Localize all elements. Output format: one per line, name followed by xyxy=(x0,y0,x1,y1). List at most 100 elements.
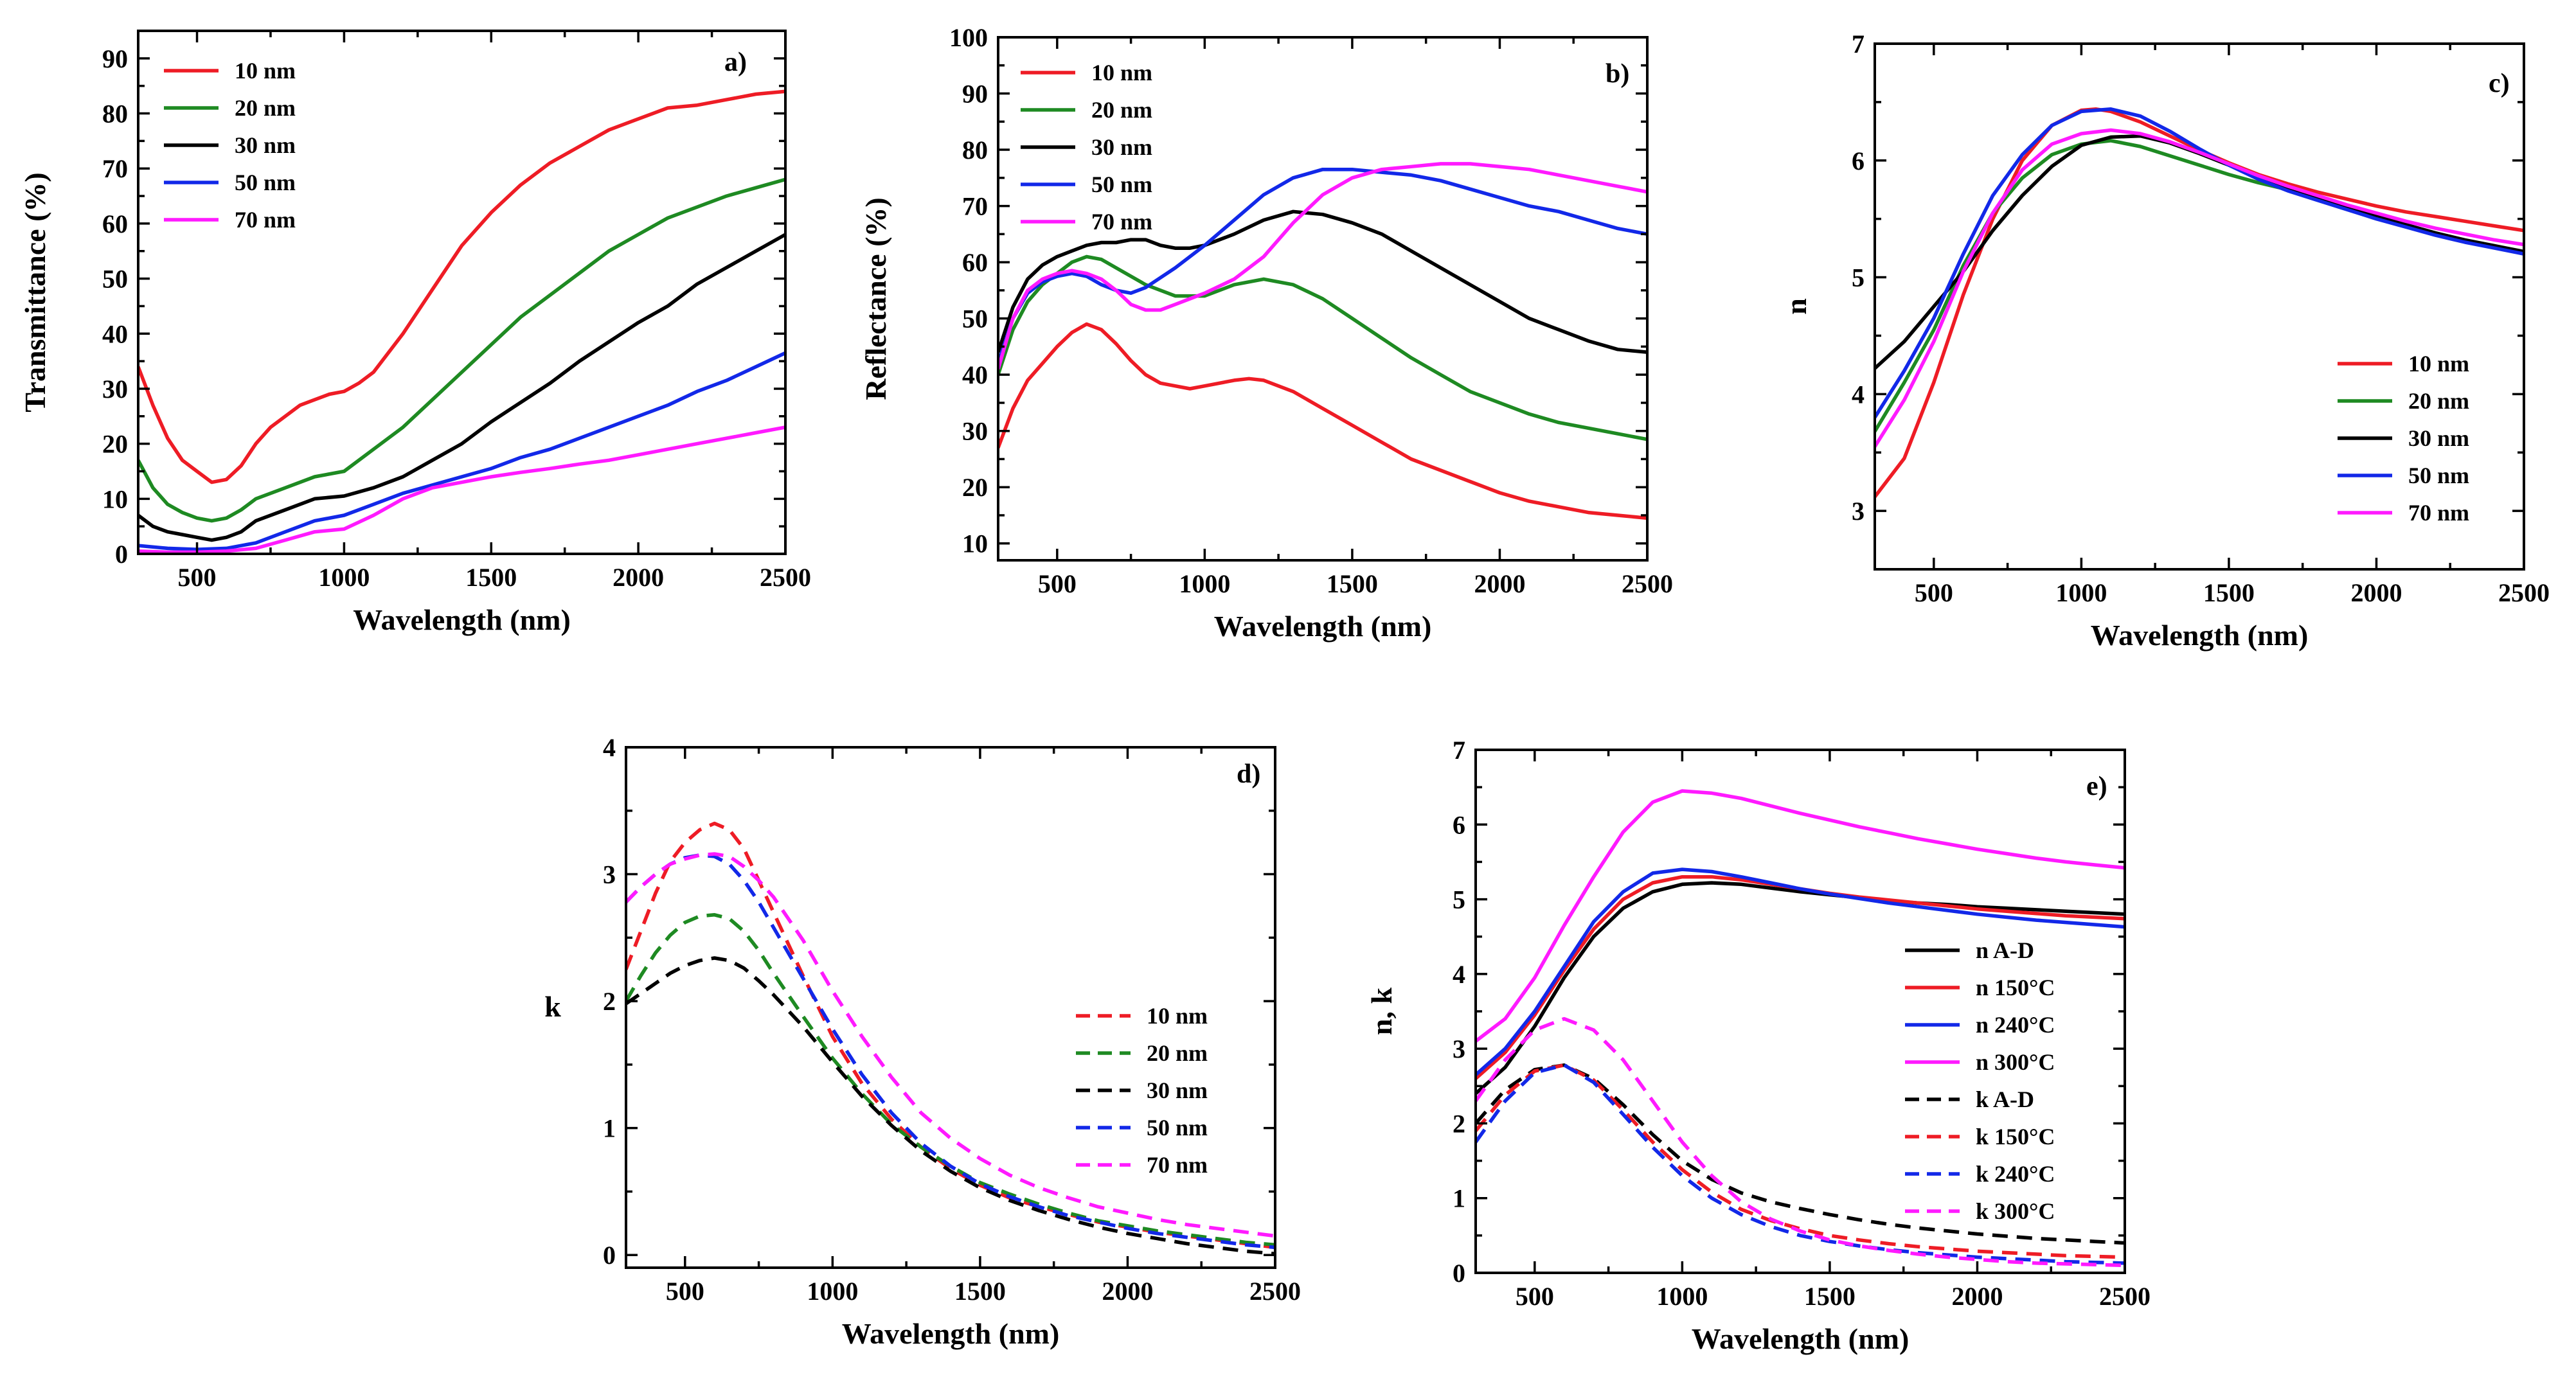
series-line-70-nm xyxy=(138,425,785,554)
series-line-20-nm xyxy=(138,177,785,523)
legend: n A-D n 150°C n 240°C n 300°C k A-D k 150°C k … xyxy=(1905,937,2055,1224)
y-tick-label: 30 xyxy=(962,417,988,446)
y-tick-label: 1 xyxy=(1453,1184,1465,1213)
y-tick-label: 7 xyxy=(1852,30,1865,58)
legend-entry-label: 20 nm xyxy=(1091,97,1152,123)
y-tick-label: 20 xyxy=(102,430,128,459)
chart-panel-d: 500 1000 1500 2000 2500 0 1 2 3 4 Wavelength (nm) k… xyxy=(544,733,1301,1350)
series-line-10-nm xyxy=(138,89,785,484)
x-tick-label: 2500 xyxy=(2099,1282,2151,1311)
y-tick-label: 80 xyxy=(962,136,988,164)
y-axis-label: k xyxy=(544,990,561,1023)
y-axis-label: n xyxy=(1780,298,1812,315)
legend-entry-label: 30 nm xyxy=(1147,1078,1208,1103)
y-tick-label: 10 xyxy=(962,529,988,558)
x-tick-label: 2500 xyxy=(1249,1277,1301,1306)
y-tick-label: 40 xyxy=(102,319,128,348)
legend-entry-label: k 300°C xyxy=(1976,1198,2055,1224)
legend-entry-label: 20 nm xyxy=(2408,388,2469,414)
legend: 10 nm 20 nm 30 nm 50 nm 70 nm xyxy=(1021,60,1152,235)
plot-frame xyxy=(137,30,787,555)
series-line-10-nm xyxy=(998,322,1647,520)
series-line-70-nm xyxy=(1875,128,2524,448)
x-tick-label: 500 xyxy=(666,1277,704,1306)
y-tick-label: 30 xyxy=(102,375,128,404)
x-tick-label: 1000 xyxy=(807,1277,858,1306)
legend-entry-label: n 240°C xyxy=(1976,1012,2055,1038)
y-tick-label: 90 xyxy=(102,44,128,73)
legend-entry-label: 30 nm xyxy=(235,132,296,158)
y-tick-label: 3 xyxy=(1453,1034,1465,1063)
x-tick-label: 2500 xyxy=(1622,569,1673,598)
y-tick-label: 70 xyxy=(962,192,988,221)
series-line-k-300-c xyxy=(1476,1016,2125,1268)
legend-entry-label: n A-D xyxy=(1976,937,2034,963)
x-tick-label: 1000 xyxy=(1179,569,1230,598)
series-line-10-nm xyxy=(1875,107,2524,498)
x-tick-label: 1500 xyxy=(1327,569,1378,598)
plot-frame xyxy=(997,36,1649,562)
x-tick-label: 2500 xyxy=(2498,578,2550,607)
y-axis-label: Reflectance (%) xyxy=(859,197,892,400)
chart-panel-e: 500 1000 1500 2000 2500 0 1 2 3 4 5 6 7 Wavelength (n… xyxy=(1365,736,2151,1355)
y-tick-label: 6 xyxy=(1453,810,1465,839)
y-tick-label: 3 xyxy=(1852,497,1865,526)
series-line-n-300-c xyxy=(1476,789,2125,1043)
y-axis-label: Transmittance (%) xyxy=(19,172,51,412)
y-tick-label: 0 xyxy=(115,540,128,569)
legend-entry-label: 50 nm xyxy=(1091,172,1152,197)
series-line-50-nm xyxy=(998,167,1647,364)
x-tick-label: 2000 xyxy=(613,563,664,592)
y-tick-label: 7 xyxy=(1453,736,1465,765)
series-line-30-nm xyxy=(626,956,1275,1256)
legend-entry-label: 20 nm xyxy=(1147,1040,1208,1066)
x-axis-label: Wavelength (nm) xyxy=(353,603,571,636)
y-tick-label: 3 xyxy=(603,860,616,889)
x-tick-label: 500 xyxy=(178,563,217,592)
plot-frame xyxy=(1474,749,2126,1274)
y-tick-label: 6 xyxy=(1852,146,1865,175)
panel-label: c) xyxy=(2489,69,2510,98)
x-tick-label: 1500 xyxy=(1804,1282,1856,1311)
y-tick-label: 10 xyxy=(102,484,128,513)
legend: 10 nm 20 nm 30 nm 50 nm 70 nm xyxy=(164,58,296,233)
legend-entry-label: 50 nm xyxy=(2408,463,2469,488)
series-line-k-150-c xyxy=(1476,1063,2125,1259)
legend: 10 nm 20 nm 30 nm 50 nm 70 nm xyxy=(2338,351,2469,526)
panel-label: e) xyxy=(2086,772,2107,801)
legend-entry-label: 10 nm xyxy=(2408,351,2469,377)
series-line-30-nm xyxy=(138,233,785,542)
x-tick-label: 500 xyxy=(1915,578,1953,607)
y-tick-label: 50 xyxy=(102,265,128,294)
y-axis-label: n, k xyxy=(1365,988,1398,1036)
legend-entry-label: 70 nm xyxy=(1147,1152,1208,1178)
legend-entry-label: 10 nm xyxy=(235,58,296,84)
legend-entry-label: 10 nm xyxy=(1147,1003,1208,1029)
legend: 10 nm 20 nm 30 nm 50 nm 70 nm xyxy=(1076,1003,1208,1178)
legend-entry-label: 10 nm xyxy=(1091,60,1152,85)
series-line-10-nm xyxy=(626,821,1275,1250)
x-axis-label: Wavelength (nm) xyxy=(2091,619,2309,652)
x-tick-label: 1500 xyxy=(954,1277,1006,1306)
x-tick-label: 2000 xyxy=(1474,569,1525,598)
legend-entry-label: n 150°C xyxy=(1976,975,2055,1000)
x-tick-label: 1000 xyxy=(1656,1282,1708,1311)
series-group xyxy=(1476,789,2125,1268)
y-tick-label: 4 xyxy=(603,733,616,762)
series-line-70-nm xyxy=(998,162,1647,370)
series-line-50-nm xyxy=(1875,107,2524,419)
legend-entry-label: 50 nm xyxy=(1147,1115,1208,1140)
series-line-n-a-d xyxy=(1476,881,2125,1095)
x-tick-label: 2000 xyxy=(1951,1282,2003,1311)
y-tick-label: 0 xyxy=(1453,1259,1465,1288)
x-axis-label: Wavelength (nm) xyxy=(842,1317,1060,1350)
x-tick-label: 500 xyxy=(1516,1282,1554,1311)
series-group xyxy=(998,162,1647,520)
y-tick-label: 2 xyxy=(603,987,616,1016)
y-tick-label: 80 xyxy=(102,100,128,129)
y-tick-label: 100 xyxy=(949,23,988,52)
y-tick-label: 0 xyxy=(603,1241,616,1270)
legend-entry-label: 70 nm xyxy=(2408,500,2469,526)
chart-panel-a: 500 1000 1500 2000 2500 0 10 20 30 40 50 60 70 80 90 Wa… xyxy=(19,30,811,636)
x-tick-label: 2000 xyxy=(2350,578,2402,607)
